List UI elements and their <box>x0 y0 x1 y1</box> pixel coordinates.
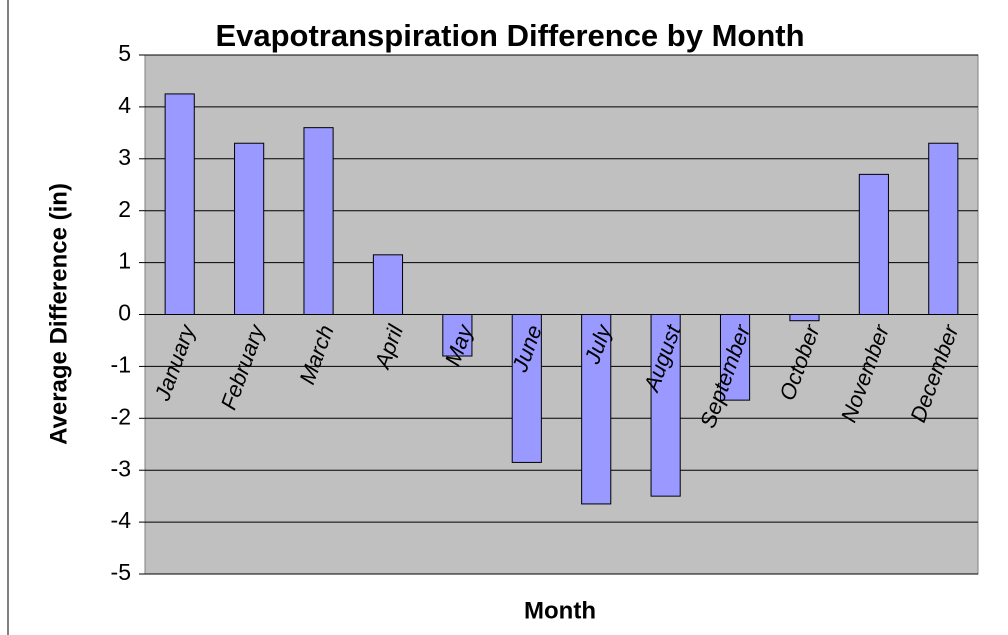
y-tick-label: -5 <box>111 559 131 585</box>
x-axis-label: Month <box>524 597 596 624</box>
y-tick-label: 5 <box>118 40 131 66</box>
bar <box>719 314 751 401</box>
bar <box>303 127 334 315</box>
y-tick-label: 3 <box>118 144 131 170</box>
y-tick-label: -1 <box>111 351 131 377</box>
y-tick-label: 4 <box>118 92 131 118</box>
bar <box>442 314 473 357</box>
bar <box>164 93 195 315</box>
y-axis-label: Average Difference (in) <box>45 183 72 445</box>
bar <box>650 314 681 497</box>
bar <box>511 314 542 463</box>
bar <box>789 314 820 322</box>
y-tick-label: -3 <box>111 455 131 481</box>
bar <box>372 254 404 316</box>
bar <box>858 173 889 315</box>
y-tick-label: -2 <box>111 403 131 429</box>
y-tick-label: 1 <box>118 248 131 274</box>
y-tick-label: 0 <box>118 300 131 326</box>
bar <box>234 142 265 315</box>
bar <box>581 314 612 505</box>
y-tick-label: -4 <box>111 507 132 533</box>
bar <box>928 142 959 315</box>
y-tick-label: 2 <box>118 196 131 222</box>
chart-title: Evapotranspiration Difference by Month <box>215 18 804 53</box>
